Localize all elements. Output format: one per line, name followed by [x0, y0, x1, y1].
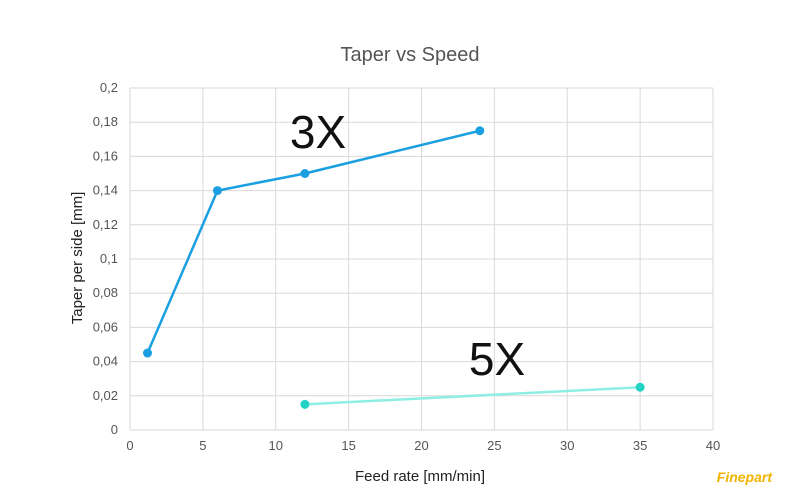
x-tick-label: 15: [341, 438, 355, 453]
x-tick-label: 10: [269, 438, 283, 453]
x-axis-label: Feed rate [mm/min]: [355, 468, 485, 485]
data-point-5x: [635, 382, 645, 392]
y-tick-label: 0,18: [93, 114, 118, 129]
y-tick-label: 0,04: [93, 354, 118, 369]
x-tick-label: 35: [633, 438, 647, 453]
x-tick-label: 5: [199, 438, 206, 453]
x-tick-label: 0: [126, 438, 133, 453]
data-point-3x: [475, 126, 485, 136]
y-tick-label: 0: [111, 422, 118, 437]
series-line-3x: [146, 129, 481, 354]
chart-title: Taper vs Speed: [341, 44, 480, 66]
y-tick-label: 0,14: [93, 183, 118, 198]
y-tick-label: 0,2: [100, 80, 118, 95]
y-tick-label: 0,12: [93, 217, 118, 232]
x-tick-label: 25: [487, 438, 501, 453]
brand-logo: Finepart: [717, 469, 774, 485]
y-tick-label: 0,1: [100, 251, 118, 266]
data-point-3x: [212, 186, 222, 196]
data-point-3x: [142, 348, 152, 358]
series-label-3x: 3X: [290, 106, 346, 158]
y-tick-label: 0,02: [93, 388, 118, 403]
y-tick-label: 0,16: [93, 148, 118, 163]
series-label-5x: 5X: [469, 333, 525, 385]
data-point-3x: [300, 169, 310, 178]
series-line-5x: [304, 386, 641, 406]
y-axis-label: Taper per side [mm]: [69, 192, 86, 325]
series-group: [142, 126, 645, 409]
x-tick-label: 40: [706, 438, 720, 453]
y-tick-label: 0,06: [93, 319, 118, 334]
x-tick-label: 30: [560, 438, 574, 453]
y-tick-label: 0,08: [93, 285, 118, 300]
tick-labels: 0 5 10 15 20 25 30 35 40 0 0,02 0,04 0,06 0,08 0,1 0,12…: [93, 80, 721, 453]
data-point-5x: [300, 399, 310, 409]
x-tick-label: 20: [414, 438, 428, 453]
grid: [129, 87, 714, 431]
